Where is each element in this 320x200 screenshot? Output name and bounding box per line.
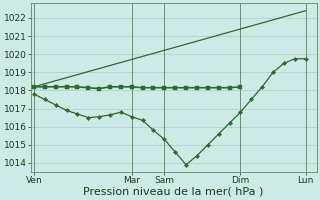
X-axis label: Pression niveau de la mer( hPa ): Pression niveau de la mer( hPa ): [84, 187, 264, 197]
